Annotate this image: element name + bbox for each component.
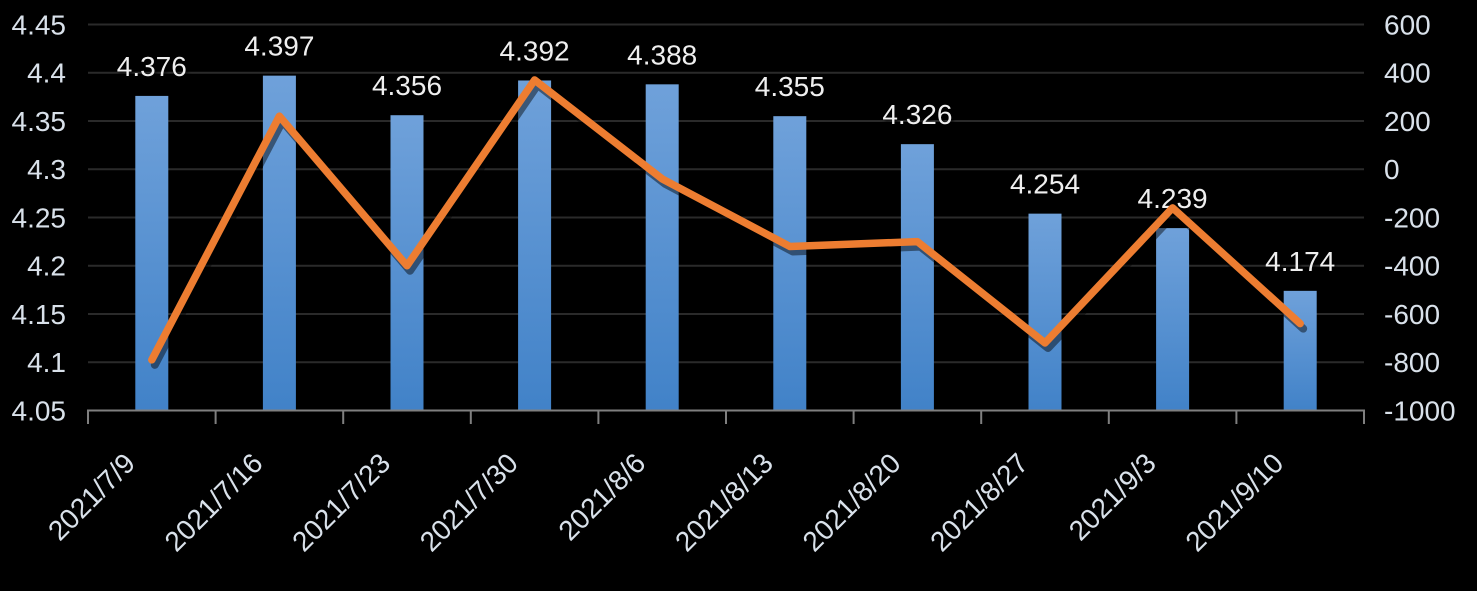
- right-axis-tick-label: -800: [1384, 347, 1440, 378]
- right-axis-tick-label: 200: [1384, 106, 1431, 137]
- right-axis-tick-label: 600: [1384, 9, 1431, 40]
- x-axis-category-label: 2021/7/16: [159, 447, 269, 557]
- right-axis-tick-label: 0: [1384, 154, 1400, 185]
- left-axis-tick-label: 4.25: [12, 202, 67, 233]
- right-axis-tick-label: 400: [1384, 58, 1431, 89]
- left-axis-tick-label: 4.45: [12, 9, 67, 40]
- left-axis-tick-label: 4.35: [12, 106, 67, 137]
- bar[interactable]: [518, 80, 552, 411]
- left-axis-tick-label: 4.15: [12, 299, 67, 330]
- x-axis-category-label: 2021/7/9: [42, 447, 141, 546]
- bar-data-label: 4.355: [755, 71, 825, 102]
- bar-data-label: 4.376: [117, 51, 187, 82]
- x-axis-category-label: 2021/7/23: [286, 447, 396, 557]
- bar[interactable]: [900, 144, 934, 411]
- left-axis-tick-label: 4.1: [27, 347, 66, 378]
- line-series[interactable]: [148, 76, 1304, 364]
- bar-data-label: 4.326: [882, 99, 952, 130]
- left-axis-tick-label: 4.2: [27, 251, 66, 282]
- bar-data-label: 4.174: [1265, 246, 1335, 277]
- left-axis-tick-label: 4.3: [27, 154, 66, 185]
- bar[interactable]: [1156, 228, 1190, 411]
- right-axis-tick-label: -1000: [1384, 395, 1456, 426]
- bar-data-label: 4.254: [1010, 169, 1080, 200]
- bar-data-label: 4.356: [372, 70, 442, 101]
- right-axis-tick-label: -400: [1384, 251, 1440, 282]
- bar-data-label: 4.397: [244, 31, 314, 62]
- x-axis-category-label: 2021/8/20: [797, 447, 907, 557]
- x-axis-category-label: 2021/8/13: [669, 447, 779, 557]
- right-axis-tick-label: -200: [1384, 202, 1440, 233]
- x-axis-category-label: 2021/8/6: [552, 447, 651, 546]
- line-series-shadow: [150, 80, 1308, 369]
- x-axis-category-label: 2021/8/27: [924, 447, 1034, 557]
- x-axis-category-label: 2021/9/3: [1063, 447, 1162, 546]
- bar[interactable]: [645, 84, 679, 411]
- right-axis-tick-label: -600: [1384, 299, 1440, 330]
- left-axis-tick-label: 4.05: [12, 395, 67, 426]
- left-axis-tick-label: 4.4: [27, 58, 66, 89]
- bar[interactable]: [1028, 213, 1062, 411]
- bar-data-label: 4.392: [500, 35, 570, 66]
- x-axis-category-label: 2021/7/30: [414, 447, 524, 557]
- bar[interactable]: [773, 116, 807, 411]
- x-axis-category-label: 2021/9/10: [1179, 447, 1289, 557]
- bar-data-label: 4.388: [627, 39, 697, 70]
